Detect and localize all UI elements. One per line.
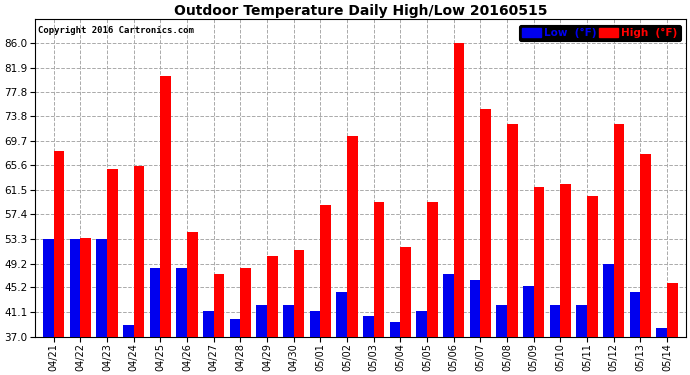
Bar: [267, 256, 278, 375]
Bar: [587, 196, 598, 375]
Bar: [656, 328, 667, 375]
Bar: [81, 238, 91, 375]
Bar: [443, 274, 454, 375]
Bar: [203, 312, 214, 375]
Bar: [134, 166, 144, 375]
Bar: [576, 306, 587, 375]
Bar: [417, 312, 427, 375]
Bar: [630, 292, 640, 375]
Bar: [523, 286, 534, 375]
Bar: [640, 154, 651, 375]
Bar: [507, 124, 518, 375]
Bar: [454, 43, 464, 375]
Bar: [177, 268, 187, 375]
Bar: [497, 306, 507, 375]
Bar: [54, 151, 64, 375]
Bar: [603, 264, 614, 375]
Bar: [347, 136, 358, 375]
Bar: [97, 239, 107, 375]
Bar: [294, 250, 304, 375]
Bar: [550, 306, 560, 375]
Bar: [390, 322, 400, 375]
Bar: [160, 76, 171, 375]
Bar: [374, 202, 384, 375]
Bar: [70, 239, 81, 375]
Bar: [320, 205, 331, 375]
Legend: Low  (°F), High  (°F): Low (°F), High (°F): [519, 24, 680, 41]
Bar: [123, 325, 134, 375]
Bar: [43, 239, 54, 375]
Bar: [283, 306, 294, 375]
Bar: [560, 184, 571, 375]
Text: Copyright 2016 Cartronics.com: Copyright 2016 Cartronics.com: [39, 26, 194, 34]
Title: Outdoor Temperature Daily High/Low 20160515: Outdoor Temperature Daily High/Low 20160…: [174, 4, 547, 18]
Bar: [310, 312, 320, 375]
Bar: [107, 169, 118, 375]
Bar: [400, 247, 411, 375]
Bar: [257, 306, 267, 375]
Bar: [337, 292, 347, 375]
Bar: [363, 316, 374, 375]
Bar: [427, 202, 437, 375]
Bar: [187, 232, 198, 375]
Bar: [240, 268, 251, 375]
Bar: [470, 280, 480, 375]
Bar: [230, 319, 240, 375]
Bar: [150, 268, 160, 375]
Bar: [214, 274, 224, 375]
Bar: [614, 124, 624, 375]
Bar: [480, 109, 491, 375]
Bar: [534, 187, 544, 375]
Bar: [667, 283, 678, 375]
